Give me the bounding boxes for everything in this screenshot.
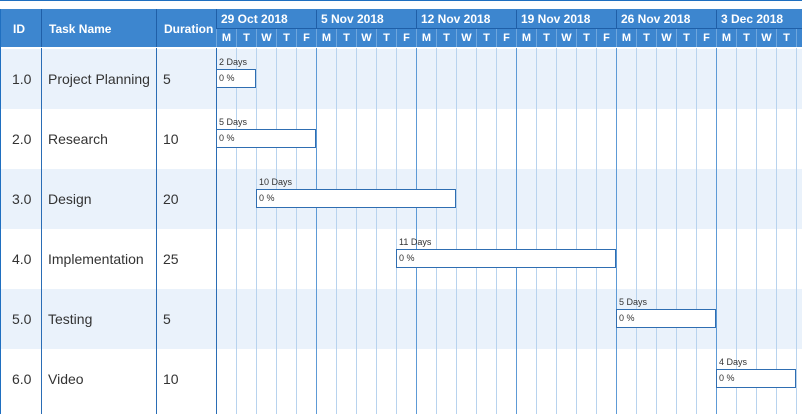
- weekday-header: W: [456, 29, 476, 47]
- weekday-header: M: [616, 29, 636, 47]
- bar-duration-label: 4 Days: [719, 357, 748, 367]
- task-duration-cell: 5: [163, 311, 171, 327]
- task-bar[interactable]: 0 %: [256, 189, 456, 208]
- task-duration-cell: 10: [163, 131, 179, 147]
- weekday-header: T: [736, 29, 756, 47]
- task-name-cell: Video: [48, 371, 84, 387]
- weekday-header: T: [276, 29, 296, 47]
- weekday-header: W: [556, 29, 576, 47]
- weekday-header: F: [696, 29, 716, 47]
- task-bar[interactable]: 0 %: [396, 249, 616, 268]
- bar-duration-label: 11 Days: [399, 237, 432, 247]
- column-header-id[interactable]: ID: [13, 22, 25, 36]
- weekday-header: F: [296, 29, 316, 47]
- weekday-header: T: [436, 29, 456, 47]
- bar-duration-label: 5 Days: [219, 117, 248, 127]
- weekday-header: T: [536, 29, 556, 47]
- column-header-task-name[interactable]: Task Name: [49, 22, 112, 36]
- weekday-header: M: [316, 29, 336, 47]
- weekday-header: F: [496, 29, 516, 47]
- weekday-header: F: [396, 29, 416, 47]
- weekday-header: M: [516, 29, 536, 47]
- task-bar[interactable]: 0 %: [616, 309, 716, 328]
- task-name-cell: Implementation: [48, 251, 144, 267]
- task-id-cell: 2.0: [12, 131, 32, 147]
- weekday-header: W: [356, 29, 376, 47]
- task-id-cell: 5.0: [12, 311, 32, 327]
- column-header-duration[interactable]: Duration: [164, 22, 214, 36]
- task-duration-cell: 5: [163, 71, 171, 87]
- weekday-header: T: [476, 29, 496, 47]
- task-id-cell: 3.0: [12, 191, 32, 207]
- task-name-cell: Project Planning: [48, 71, 150, 87]
- weekday-header: T: [636, 29, 656, 47]
- task-bar[interactable]: 0 %: [216, 129, 316, 148]
- week-header: 29 Oct 2018: [216, 10, 316, 28]
- table-row[interactable]: 1.0 Project Planning 5: [0, 49, 802, 109]
- weekday-header: M: [216, 29, 236, 47]
- task-bar[interactable]: 0 %: [216, 69, 256, 88]
- weekday-header: W: [756, 29, 776, 47]
- task-name-cell: Research: [48, 131, 108, 147]
- bar-duration-label: 2 Days: [219, 57, 248, 67]
- weekday-header: M: [716, 29, 736, 47]
- task-id-cell: 4.0: [12, 251, 32, 267]
- task-name-cell: Testing: [48, 311, 93, 327]
- table-row[interactable]: 6.0 Video 10: [0, 349, 802, 409]
- table-row[interactable]: 2.0 Research 10: [0, 109, 802, 169]
- weekday-header: T: [676, 29, 696, 47]
- task-id-cell: 1.0: [12, 71, 32, 87]
- week-header: 5 Nov 2018: [316, 10, 416, 28]
- weekday-header: M: [416, 29, 436, 47]
- task-duration-cell: 25: [163, 251, 179, 267]
- week-header: 3 Dec 2018: [716, 10, 802, 28]
- week-header: 19 Nov 2018: [516, 10, 616, 28]
- week-header: 26 Nov 2018: [616, 10, 716, 28]
- weekday-header: T: [336, 29, 356, 47]
- weekday-header: T: [776, 29, 796, 47]
- weekday-header: F: [596, 29, 616, 47]
- bar-duration-label: 5 Days: [619, 297, 648, 307]
- bar-duration-label: 10 Days: [259, 177, 293, 187]
- weekday-header: T: [236, 29, 256, 47]
- weekday-header: W: [656, 29, 676, 47]
- weekday-header: F: [796, 29, 802, 47]
- task-bar[interactable]: 0 %: [716, 369, 796, 388]
- weekday-header: T: [376, 29, 396, 47]
- week-header: 12 Nov 2018: [416, 10, 516, 28]
- weekday-header: W: [256, 29, 276, 47]
- table-row[interactable]: 4.0 Implementation 25: [0, 229, 802, 289]
- task-name-cell: Design: [48, 191, 92, 207]
- task-id-cell: 6.0: [12, 371, 32, 387]
- task-duration-cell: 20: [163, 191, 179, 207]
- task-duration-cell: 10: [163, 371, 179, 387]
- weekday-header: T: [576, 29, 596, 47]
